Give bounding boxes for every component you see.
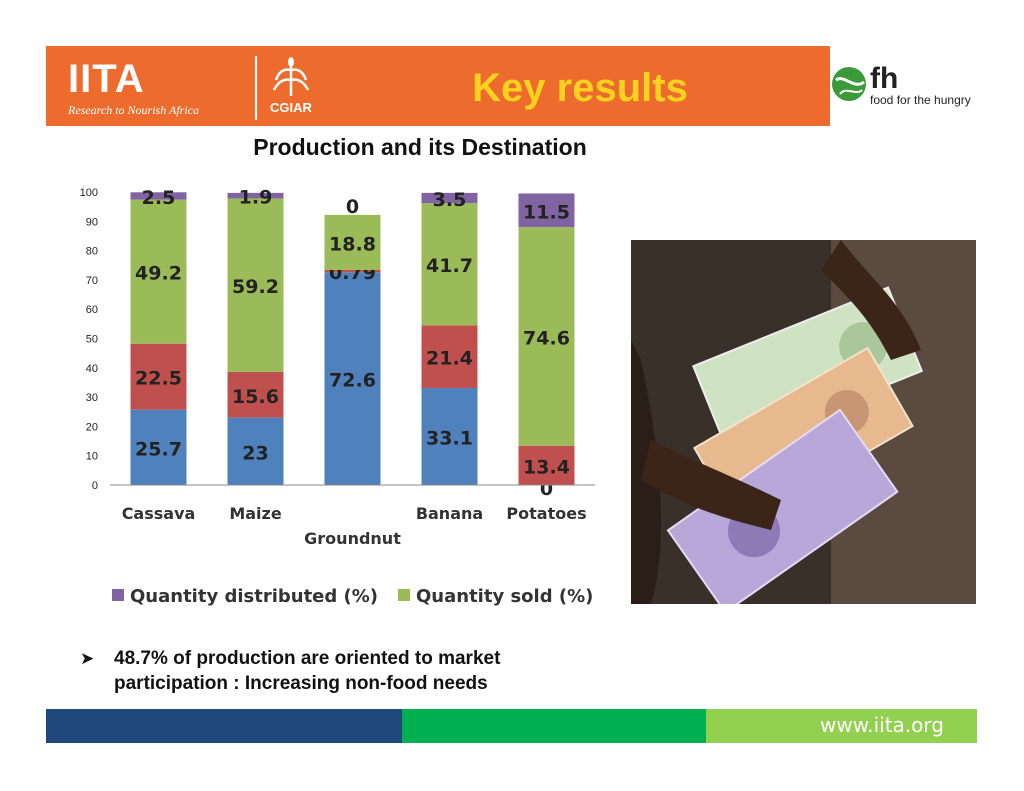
y-tick-label: 70 [86, 275, 98, 287]
key-finding-text: 48.7% of production are oriented to mark… [114, 648, 501, 694]
fh-logo-text: fh [870, 62, 899, 95]
data-label: 72.6 [329, 370, 376, 392]
bar-segment [130, 343, 187, 410]
bar-segment [518, 227, 575, 446]
y-tick-label: 0 [92, 480, 98, 492]
legend-label-sold: Quantity sold (%) [416, 586, 594, 607]
y-tick-label: 90 [86, 216, 98, 228]
bar-segment [130, 192, 187, 200]
bar-segment [227, 192, 284, 199]
logo-divider [255, 56, 257, 120]
bar-segment [421, 203, 478, 326]
data-label: 21.4 [426, 348, 473, 370]
data-label: 41.7 [426, 255, 473, 277]
cgiar-logo-text: CGIAR [270, 100, 312, 115]
data-label: 33.1 [426, 428, 473, 450]
globe-leaf-icon [832, 67, 866, 101]
y-tick-label: 10 [86, 451, 98, 463]
iita-logo-text: IITA [68, 57, 145, 101]
page-title: Key results [472, 66, 688, 110]
iita-logo-tagline: Research to Nourish Africa [68, 103, 199, 117]
data-label: 25.7 [135, 438, 182, 460]
footer-band-navy [46, 709, 402, 743]
footer-band-lime [706, 709, 977, 743]
y-tick-label: 40 [86, 363, 98, 375]
stacked-bar-chart: 0 10 20 30 40 50 60 70 80 90 100 25.7 22.5 49.2 2.5 23 1… [80, 187, 595, 548]
data-label: 0 [346, 196, 359, 218]
y-tick-label: 100 [80, 187, 98, 199]
bar-segment [324, 214, 381, 270]
bar-segment [324, 272, 381, 485]
data-label: 13.4 [523, 456, 570, 478]
bar-segment [227, 417, 284, 485]
bar-segment [518, 193, 575, 228]
data-label: 59.2 [232, 276, 279, 298]
bar-segment [227, 371, 284, 418]
data-label: 2.5 [142, 187, 176, 209]
header-banner [46, 46, 830, 126]
bar-segment [130, 409, 187, 485]
x-tick-label: Cassava [122, 504, 196, 523]
bar-segment [227, 198, 284, 372]
cgiar-logo: CGIAR [262, 56, 320, 122]
data-label: 1.9 [239, 187, 273, 209]
legend-item-sold: Quantity sold (%) [398, 586, 593, 607]
data-label: 18.8 [329, 233, 376, 255]
wheat-icon [272, 57, 310, 96]
data-label: 3.5 [433, 189, 467, 211]
iita-logo: IITA Research to Nourish Africa [68, 57, 238, 121]
data-label: 74.6 [523, 327, 570, 349]
footer-band-green [402, 709, 706, 743]
legend-swatch-sold [398, 589, 410, 601]
data-label: 15.6 [232, 386, 279, 408]
x-tick-label: Maize [229, 504, 282, 523]
y-tick-label: 30 [86, 392, 98, 404]
fh-logo: fh food for the hungry [830, 60, 980, 115]
y-tick-label: 50 [86, 334, 98, 346]
x-tick-label: Banana [416, 504, 483, 523]
legend-label-distributed: Quantity distributed (%) [130, 586, 379, 607]
x-tick-label: Potatoes [506, 504, 586, 523]
bar-segment [324, 269, 381, 273]
bar-segment [421, 192, 478, 204]
y-tick-label: 20 [86, 421, 98, 433]
arrow-bullet-icon: ➤ [80, 649, 95, 668]
fh-logo-tagline: food for the hungry [870, 93, 971, 107]
data-label: 23 [242, 442, 268, 464]
legend-item-distributed: Quantity distributed (%) [112, 586, 378, 607]
data-label: 11.5 [523, 201, 570, 223]
bar-segment [421, 325, 478, 389]
y-tick-label: 80 [86, 246, 98, 258]
data-label: 49.2 [135, 263, 182, 285]
x-tick-label: Groundnut [304, 529, 401, 548]
chart-title: Production and its Destination [253, 134, 587, 160]
footer-url: www.iita.org [820, 713, 944, 737]
data-label: 22.5 [135, 368, 182, 390]
y-tick-label: 60 [86, 304, 98, 316]
legend-swatch-distributed [112, 589, 124, 601]
bar-segment [421, 388, 478, 485]
bar-segment [130, 199, 187, 344]
bar-segment [518, 445, 575, 485]
money-photo [631, 240, 976, 604]
